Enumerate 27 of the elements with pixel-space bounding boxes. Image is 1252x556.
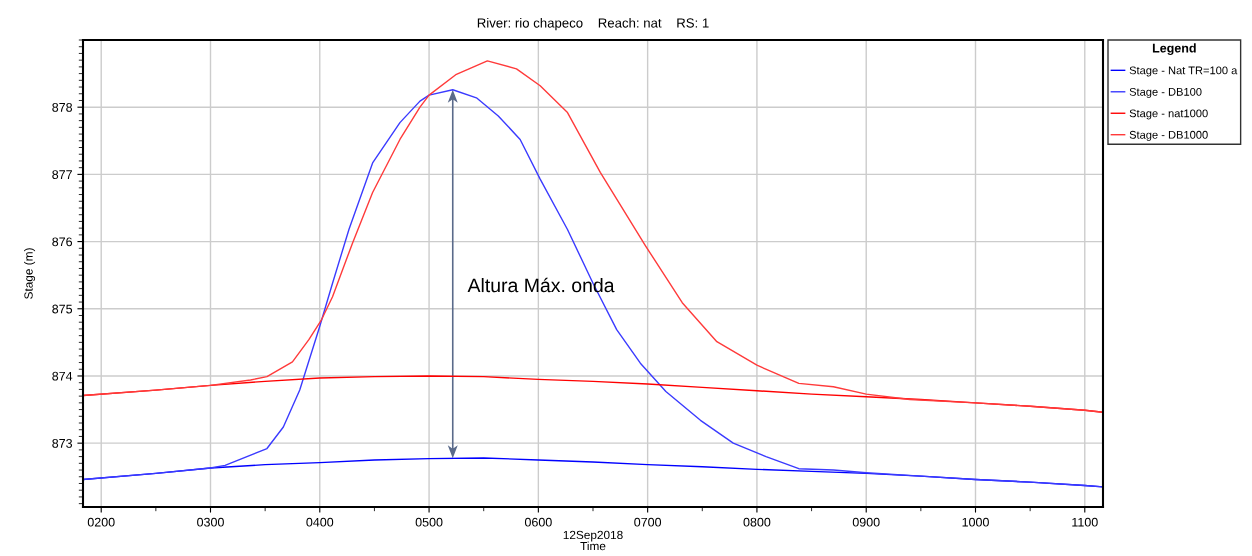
y-tick-label: 877 xyxy=(52,170,72,180)
x-tick-label: 0200 xyxy=(87,517,115,527)
x-tick-label: 0700 xyxy=(634,517,662,527)
y-tick-label: 878 xyxy=(52,103,73,112)
x-tick-label: 0600 xyxy=(524,517,552,527)
y-tick-label: 876 xyxy=(52,237,73,247)
text: 12Sep2018 xyxy=(563,530,623,542)
x-axis-title: Time xyxy=(580,541,606,551)
legend-label: Stage - DB100 xyxy=(1129,87,1202,98)
line-series xyxy=(83,89,1103,488)
legend-label: Stage - Nat TR=100 a xyxy=(1129,66,1238,77)
chart-title: River: rio chapeco Reach: nat RS: 1 xyxy=(477,17,709,31)
x-tick-label: 0500 xyxy=(415,517,443,527)
legend-title: Legend xyxy=(1152,43,1196,56)
legend-label: Stage - DB1000 xyxy=(1129,130,1208,141)
x-tick-label: 1100 xyxy=(1072,517,1098,527)
x-tick-label: 0300 xyxy=(197,517,224,527)
x-tick-label: 0800 xyxy=(743,517,771,527)
x-tick-label: 1000 xyxy=(962,517,989,527)
y-tick-label: 873 xyxy=(52,438,73,448)
legend-label: Stage - nat1000 xyxy=(1129,109,1208,120)
y-tick-label: 875 xyxy=(52,304,73,314)
line-series xyxy=(83,60,1103,413)
x-tick-label: 0400 xyxy=(306,517,334,527)
y-axis-title: Stage (m) xyxy=(24,248,36,299)
y-tick-label: 874 xyxy=(52,371,73,381)
x-tick-label: 0900 xyxy=(852,517,880,527)
